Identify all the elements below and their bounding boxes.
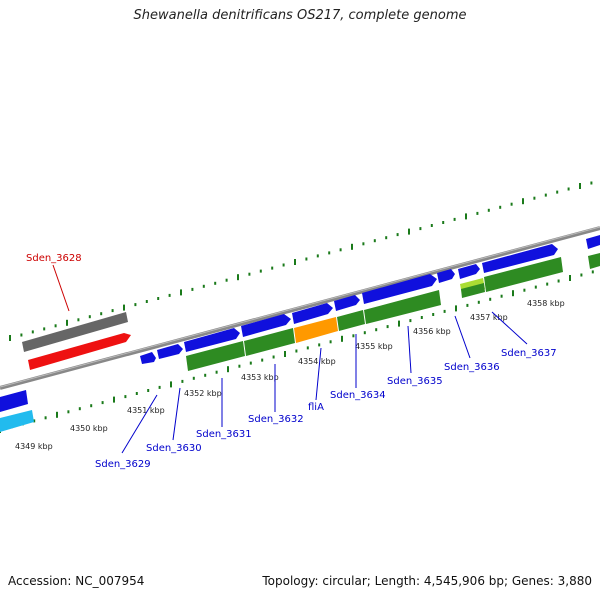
cds-3630[interactable]	[157, 344, 183, 359]
kbp-label: 4351 kbp	[127, 406, 165, 415]
upper-tick-track	[9, 181, 593, 341]
kbp-label: 4350 kbp	[70, 424, 108, 433]
gene-label-sden-3629[interactable]: Sden_3629	[95, 459, 151, 470]
genome-title: Shewanella denitrificans OS217, complete…	[133, 8, 467, 23]
gene-label-sden-3630[interactable]: Sden_3630	[146, 443, 202, 454]
gene-flia[interactable]	[294, 317, 338, 343]
kbp-label: 4358 kbp	[527, 299, 565, 308]
cds-3637[interactable]	[482, 244, 558, 273]
gene-3634[interactable]	[337, 310, 365, 331]
accession-text: Accession: NC_007954	[8, 574, 145, 588]
cds-3629[interactable]	[140, 352, 156, 364]
kbp-label: 4357 kbp	[470, 313, 508, 322]
gene-label-flia[interactable]: fliA	[308, 402, 324, 413]
cds-right-edge[interactable]	[586, 235, 600, 249]
cds-3631[interactable]	[184, 328, 240, 352]
gene-label-sden-3631[interactable]: Sden_3631	[196, 429, 252, 440]
cds-left-1[interactable]	[0, 390, 28, 412]
gene-label-sden-3632[interactable]: Sden_3632	[248, 414, 304, 425]
cds-3636a[interactable]	[437, 269, 455, 283]
kbp-label: 4352 kbp	[184, 389, 222, 398]
cds-left-2[interactable]	[0, 410, 34, 432]
gene-3637[interactable]	[484, 257, 563, 292]
kbp-labels: 4349 kbp 4350 kbp 4351 kbp 4352 kbp 4353…	[15, 299, 565, 451]
genome-backbone-highlight	[0, 226, 600, 388]
gene-labels: Sden_3628 Sden_3629 Sden_3630 Sden_3631 …	[26, 253, 557, 470]
gene-3631[interactable]	[186, 341, 245, 371]
gene-label-sden-3634[interactable]: Sden_3634	[330, 390, 386, 401]
gene-label-sden-3637[interactable]: Sden_3637	[501, 348, 557, 359]
gene-label-sden-3636[interactable]: Sden_3636	[444, 362, 500, 373]
kbp-label: 4354 kbp	[298, 357, 336, 366]
feature-track	[0, 235, 600, 432]
cds-3635[interactable]	[362, 274, 437, 304]
gene-right-edge[interactable]	[588, 253, 600, 269]
kbp-label: 4356 kbp	[413, 327, 451, 336]
genome-backbone	[0, 226, 600, 390]
lower-tick-track	[0, 270, 594, 433]
cds-3636b[interactable]	[458, 264, 480, 279]
kbp-label: 4353 kbp	[241, 373, 279, 382]
cds-3634[interactable]	[334, 295, 360, 311]
gene-sden-3628-selected[interactable]	[28, 333, 131, 370]
cds-flia[interactable]	[292, 303, 333, 324]
cds-3632[interactable]	[241, 314, 291, 337]
gene-label-sden-3628[interactable]: Sden_3628	[26, 253, 82, 264]
kbp-label: 4355 kbp	[355, 342, 393, 351]
gene-sden-3628-shadow[interactable]	[22, 312, 128, 352]
gene-label-sden-3635[interactable]: Sden_3635	[387, 376, 443, 387]
leader-lines	[52, 264, 528, 454]
gene-3636-2[interactable]	[461, 283, 485, 298]
gene-3635[interactable]	[364, 290, 441, 324]
kbp-label: 4349 kbp	[15, 442, 53, 451]
gene-3632[interactable]	[244, 328, 295, 356]
topology-summary-text: Topology: circular; Length: 4,545,906 bp…	[262, 574, 592, 588]
